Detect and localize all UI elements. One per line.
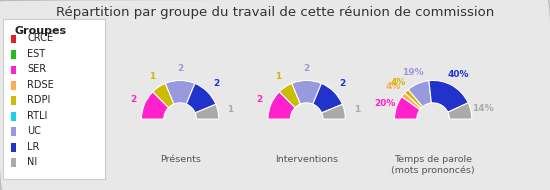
Wedge shape	[394, 97, 420, 119]
Text: UC: UC	[27, 126, 41, 136]
Wedge shape	[402, 93, 421, 110]
FancyBboxPatch shape	[11, 158, 16, 167]
Text: 19%: 19%	[402, 68, 424, 77]
Wedge shape	[141, 92, 169, 119]
Wedge shape	[429, 80, 468, 112]
Text: 2: 2	[213, 78, 219, 88]
Text: Répartition par groupe du travail de cette réunion de commission: Répartition par groupe du travail de cet…	[56, 6, 494, 19]
Text: 4%: 4%	[390, 78, 405, 87]
Text: 2: 2	[339, 78, 346, 88]
Text: Groupes: Groupes	[15, 26, 67, 36]
Text: 1: 1	[275, 72, 282, 81]
Wedge shape	[292, 80, 321, 104]
Wedge shape	[448, 103, 472, 119]
Text: 2: 2	[256, 95, 262, 104]
Wedge shape	[195, 104, 219, 119]
Text: SER: SER	[27, 64, 46, 74]
FancyBboxPatch shape	[11, 35, 16, 43]
FancyBboxPatch shape	[11, 112, 16, 121]
Wedge shape	[322, 104, 345, 119]
Text: Présents: Présents	[160, 155, 201, 164]
Text: RDSE: RDSE	[27, 80, 54, 90]
Wedge shape	[268, 92, 295, 119]
Text: 1: 1	[148, 72, 155, 81]
Text: 2: 2	[177, 64, 183, 73]
Text: 1: 1	[354, 105, 360, 114]
Text: RDPI: RDPI	[27, 95, 51, 105]
Text: CRCE: CRCE	[27, 33, 53, 43]
Text: EST: EST	[27, 49, 45, 59]
FancyBboxPatch shape	[11, 127, 16, 136]
FancyBboxPatch shape	[11, 97, 16, 105]
Text: 2: 2	[304, 64, 310, 73]
Text: 2: 2	[130, 95, 136, 104]
Wedge shape	[153, 83, 174, 108]
Wedge shape	[166, 80, 195, 104]
FancyBboxPatch shape	[11, 50, 16, 59]
Text: 4%: 4%	[386, 82, 402, 91]
FancyBboxPatch shape	[11, 81, 16, 90]
Text: 14%: 14%	[472, 104, 494, 113]
Wedge shape	[408, 81, 431, 107]
Text: RTLI: RTLI	[27, 111, 47, 121]
Text: 20%: 20%	[374, 99, 395, 108]
Wedge shape	[405, 89, 422, 108]
FancyBboxPatch shape	[11, 66, 16, 74]
Wedge shape	[279, 83, 300, 108]
Text: Interventions: Interventions	[275, 155, 338, 164]
Wedge shape	[186, 83, 216, 113]
Text: NI: NI	[27, 157, 37, 167]
Text: Temps de parole
(mots prononcés): Temps de parole (mots prononcés)	[391, 155, 475, 175]
Text: 1: 1	[227, 105, 233, 114]
Text: 40%: 40%	[448, 70, 469, 79]
Text: LR: LR	[27, 142, 40, 151]
Wedge shape	[313, 83, 342, 113]
FancyBboxPatch shape	[11, 143, 16, 152]
